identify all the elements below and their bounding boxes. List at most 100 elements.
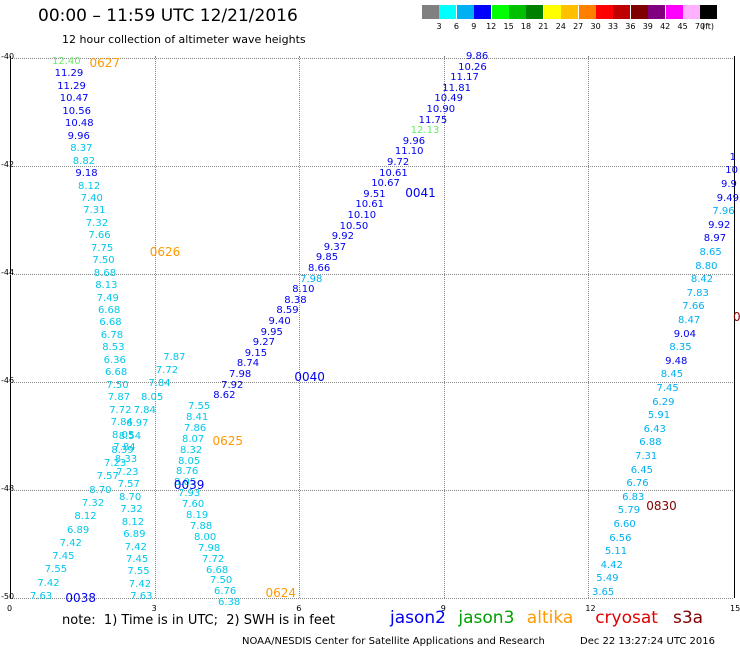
swh-value: 7.84 bbox=[113, 441, 136, 453]
grid-line-vertical bbox=[588, 56, 590, 598]
swh-value: 8.33 bbox=[114, 454, 138, 466]
swh-value: 10.61 bbox=[355, 199, 385, 211]
swh-value: 7.23 bbox=[104, 458, 127, 469]
swh-value: 11.17 bbox=[450, 72, 479, 84]
swh-value: 8.54 bbox=[118, 431, 142, 443]
colorbar-label: 70 bbox=[694, 22, 706, 31]
swh-value: 8.45 bbox=[660, 369, 684, 381]
swh-value: 9.96 bbox=[67, 130, 90, 142]
colorbar-label: 39 bbox=[642, 22, 653, 31]
swh-value: 8.32 bbox=[180, 444, 203, 456]
swh-value: 11.75 bbox=[418, 114, 448, 126]
legend-entry: jason2 bbox=[390, 608, 446, 628]
colorbar-swatch bbox=[491, 5, 509, 19]
swh-value: 8.05 bbox=[174, 477, 197, 489]
swh-value: 10.48 bbox=[65, 118, 94, 130]
swh-value: 8.12 bbox=[121, 516, 145, 528]
swh-value: 5.91 bbox=[647, 410, 671, 422]
swh-value: 7.98 bbox=[300, 273, 323, 285]
colorbar-label: 18 bbox=[520, 22, 532, 31]
pass-time-label: 0625 bbox=[212, 434, 243, 449]
swh-value: 8.12 bbox=[78, 180, 101, 192]
title: 00:00 – 11:59 UTC 12/21/2016 bbox=[38, 6, 298, 26]
swh-value: 7.50 bbox=[106, 379, 129, 391]
colorbar-swatch bbox=[683, 5, 700, 19]
swh-value: 7.42 bbox=[124, 541, 147, 553]
swh-value: 7.96 bbox=[712, 206, 735, 218]
colorbar-label: 15 bbox=[503, 22, 514, 31]
swh-value: 10.49 bbox=[434, 93, 464, 105]
swh-value: 8.42 bbox=[690, 274, 714, 286]
swh-value: 11.81 bbox=[442, 82, 471, 94]
swh-value: 5.79 bbox=[617, 505, 641, 517]
swh-value: 7.93 bbox=[178, 488, 201, 500]
swh-value: 9.37 bbox=[323, 241, 347, 253]
swh-value: 8.10 bbox=[292, 284, 315, 296]
swh-value: 11.29 bbox=[57, 80, 86, 92]
swh-value: 7.72 bbox=[202, 553, 225, 565]
swh-value: 9.92 bbox=[708, 219, 731, 231]
swh-value: 7.87 bbox=[163, 351, 186, 363]
swh-value: 7.86 bbox=[184, 422, 207, 434]
swh-value: 9.48 bbox=[665, 355, 688, 367]
swh-value: 6.68 bbox=[98, 305, 121, 316]
swh-value: 6.83 bbox=[622, 491, 645, 503]
swh-value: 8.76 bbox=[176, 466, 199, 478]
pass-time-label: 0039 bbox=[173, 477, 205, 492]
swh-value: 6.56 bbox=[609, 532, 632, 544]
swh-value: 7.98 bbox=[198, 542, 221, 554]
colorbar-label: 3 bbox=[436, 22, 442, 31]
swh-value: 6.88 bbox=[639, 437, 662, 449]
swh-value: 11.10 bbox=[394, 146, 424, 158]
swh-value: 9.04 bbox=[673, 328, 696, 340]
pass-time-label: 0627 bbox=[89, 56, 121, 71]
grid-line-vertical bbox=[154, 56, 156, 598]
y-tick-label: -46 bbox=[1, 376, 15, 385]
swh-value: 8.70 bbox=[119, 491, 142, 503]
swh-value: 7.42 bbox=[59, 537, 82, 549]
colorbar-label: 6 bbox=[453, 22, 459, 31]
swh-value: 7.45 bbox=[656, 383, 679, 394]
x-tick-label: 3 bbox=[151, 604, 157, 613]
swh-value: 8.68 bbox=[93, 267, 117, 279]
colorbar-swatch bbox=[596, 5, 613, 19]
pass-time-label: 0040 bbox=[294, 369, 325, 384]
swh-value: 5.11 bbox=[604, 546, 628, 558]
swh-value: 7.49 bbox=[96, 292, 119, 304]
swh-value: 8.41 bbox=[186, 411, 209, 423]
colorbar-label: 33 bbox=[607, 22, 619, 31]
colorbar-label: 12 bbox=[486, 22, 497, 31]
swh-value: 7.55 bbox=[188, 401, 211, 412]
pass-time-label: 08 bbox=[733, 310, 740, 325]
swh-value: 8.35 bbox=[669, 342, 692, 354]
swh-value: 7.66 bbox=[682, 301, 705, 313]
x-tick-label: 9 bbox=[440, 604, 446, 613]
swh-value: 8.13 bbox=[95, 280, 118, 292]
colorbar-swatch bbox=[456, 5, 474, 19]
swh-value: 9.27 bbox=[252, 337, 275, 349]
swh-value: 1 bbox=[729, 151, 736, 163]
colorbar-label: 36 bbox=[625, 22, 636, 31]
y-tick-label: -48 bbox=[1, 484, 15, 493]
colorbar-swatch bbox=[439, 5, 457, 19]
swh-value: 8.00 bbox=[194, 531, 217, 543]
swh-value: 10.47 bbox=[59, 93, 89, 105]
swh-value: 7.42 bbox=[128, 578, 152, 590]
swh-value: 8.80 bbox=[695, 260, 718, 272]
swh-value: 6.76 bbox=[626, 478, 649, 490]
legend-entry: s3a bbox=[673, 608, 704, 628]
colorbar-label: 21 bbox=[538, 22, 549, 31]
swh-value: 7.45 bbox=[126, 554, 149, 565]
swh-value: 7.92 bbox=[221, 379, 244, 391]
x-tick-label: 15 bbox=[730, 604, 740, 613]
swh-value: 8.19 bbox=[186, 510, 209, 521]
swh-value: 3.65 bbox=[592, 587, 615, 598]
y-tick-label: -40 bbox=[1, 52, 15, 61]
swh-value: 9.96 bbox=[402, 135, 426, 147]
swh-value: 7.63 bbox=[30, 591, 53, 602]
swh-value: 8.97 bbox=[703, 233, 727, 245]
swh-value: 12.40 bbox=[52, 56, 81, 67]
swh-value: 8.39 bbox=[111, 444, 134, 456]
swh-value: 6.97 bbox=[126, 418, 149, 430]
pass-time-label: 0624 bbox=[265, 585, 296, 600]
